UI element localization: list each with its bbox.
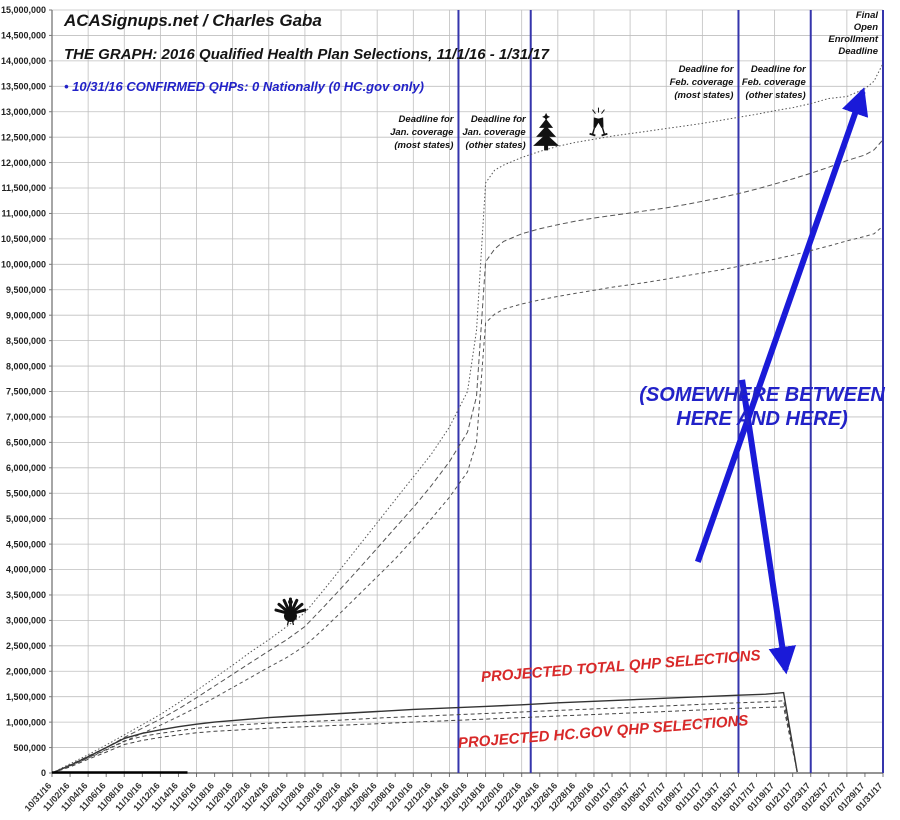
deadline-label: (most states): [674, 90, 733, 101]
deadline-label: (other states): [466, 140, 526, 151]
deadline-label: Deadline for: [399, 114, 455, 125]
y-axis-label: 8,500,000: [6, 336, 46, 346]
confirmed-qhp-note: • 10/31/16 CONFIRMED QHPs: 0 Nationally …: [64, 79, 424, 94]
deadline-label: Jan. coverage: [390, 127, 454, 138]
y-axis-label: 6,500,000: [6, 438, 46, 448]
y-axis-label: 3,500,000: [6, 590, 46, 600]
y-axis-label: 15,000,000: [1, 5, 46, 15]
series-projection-low: [51, 225, 884, 774]
site-byline: ACASignups.net / Charles Gaba: [64, 11, 322, 30]
somewhere-line-1: (SOMEWHERE BETWEEN: [639, 384, 885, 406]
y-axis-label: 13,500,000: [1, 82, 46, 92]
somewhere-between-annotation: (SOMEWHERE BETWEEN HERE AND HERE): [626, 383, 898, 431]
deadline-label: Final: [856, 10, 879, 21]
y-axis-label: 7,000,000: [6, 412, 46, 422]
deadline-label: Open: [854, 22, 878, 33]
h-gridlines: [52, 9, 883, 774]
series-projection-mid: [51, 139, 884, 774]
y-axis-label: 4,000,000: [6, 565, 46, 575]
axes: [51, 10, 883, 774]
y-axis-label: 2,500,000: [6, 641, 46, 651]
y-axis-label: 0: [41, 768, 46, 778]
y-axis-label: 12,500,000: [1, 132, 46, 142]
series-projected-hcgov-qhp-selections-1: [51, 700, 798, 774]
deadline-label: (most states): [394, 140, 453, 151]
series-projected-total-qhp-selections: [51, 691, 798, 774]
y-axis-label: 9,000,000: [6, 310, 46, 320]
y-axis-label: 14,000,000: [1, 56, 46, 66]
deadline-label: Jan. coverage: [462, 127, 526, 138]
y-axis-label: 11,000,000: [1, 209, 46, 219]
series-projected-hcgov-qhp-selections-2: [51, 706, 798, 774]
y-axis-label: 500,000: [13, 743, 46, 753]
y-axis-label: 1,000,000: [6, 717, 46, 727]
somewhere-line-2: HERE AND HERE): [676, 408, 848, 430]
turkey-icon: [274, 597, 307, 626]
y-axis-label: 14,500,000: [1, 31, 46, 41]
y-axis-label: 6,000,000: [6, 463, 46, 473]
y-axis-label: 1,500,000: [6, 692, 46, 702]
deadline-label: Enrollment: [828, 34, 878, 45]
page-title: THE GRAPH: 2016 Qualified Health Plan Se…: [64, 46, 549, 63]
y-axis-label: 10,500,000: [1, 234, 46, 244]
deadline-label: Feb. coverage: [742, 77, 807, 88]
y-axis-label: 10,000,000: [1, 260, 46, 270]
series-projection-high: [51, 63, 884, 774]
y-axis-label: 4,500,000: [6, 539, 46, 549]
y-axis-label: 11,500,000: [1, 183, 46, 193]
x-axis-labels: 10/31/1611/02/1611/04/1611/06/1611/08/16…: [23, 773, 884, 813]
deadline-label: Deadline: [838, 46, 878, 57]
arrow-to-crash-point: [739, 379, 796, 675]
y-axis-label: 12,000,000: [1, 158, 46, 168]
christmas-tree-icon: [533, 112, 560, 151]
deadline-lines: Deadline for Jan. coverage (most states) De…: [390, 10, 884, 773]
deadline-label: Feb. coverage: [670, 77, 735, 88]
series: [51, 63, 884, 774]
arrow-to-final-deadline: [695, 87, 869, 563]
y-axis-label: 2,000,000: [6, 666, 46, 676]
deadline-label: Deadline for: [471, 114, 527, 125]
deadline-label: Deadline for: [751, 64, 807, 75]
y-axis-label: 7,500,000: [6, 387, 46, 397]
y-axis-labels: 0 500,000 1,000,000 1,500,000 2,000,000 2,500…: [1, 5, 52, 778]
deadline-label: (other states): [746, 90, 806, 101]
y-axis-label: 13,000,000: [1, 107, 46, 117]
y-axis-label: 5,000,000: [6, 514, 46, 524]
deadline-label: Deadline for: [679, 64, 735, 75]
y-axis-label: 3,000,000: [6, 616, 46, 626]
y-axis-label: 5,500,000: [6, 488, 46, 498]
y-axis-label: 9,500,000: [6, 285, 46, 295]
champagne-glasses-icon: [589, 107, 608, 137]
y-axis-label: 8,000,000: [6, 361, 46, 371]
